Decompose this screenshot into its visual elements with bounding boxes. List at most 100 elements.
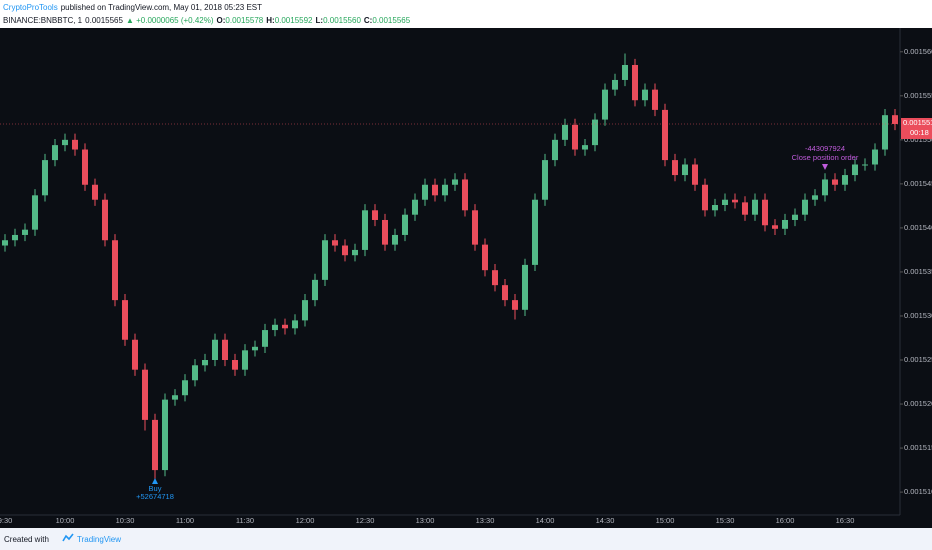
x-tick-label: 11:30	[236, 516, 254, 525]
candle-body	[132, 339, 138, 370]
y-tick-label: 0.0015150	[904, 443, 932, 452]
y-tick-label: 0.0015600	[904, 47, 932, 56]
created-with: Created with	[4, 535, 49, 544]
brand[interactable]: TradingView	[77, 535, 122, 544]
candle-body	[602, 89, 608, 120]
x-tick-label: 10:00	[56, 516, 75, 525]
header: CryptoProTools published on TradingView.c…	[0, 0, 932, 28]
last-price-box	[901, 117, 932, 139]
candle-body	[82, 149, 88, 185]
candle-body	[172, 395, 178, 400]
y-tick-label: 0.0015350	[904, 267, 932, 276]
candle-body	[72, 139, 78, 150]
candle-body	[442, 184, 448, 196]
last: 0.0015565	[85, 16, 123, 25]
candle-body	[342, 245, 348, 256]
x-tick-label: 14:00	[536, 516, 555, 525]
candle-body	[232, 360, 238, 370]
author[interactable]: CryptoProTools	[3, 3, 58, 12]
l-value: 0.0015560	[323, 16, 361, 25]
countdown: 00:18	[910, 128, 929, 137]
candle-body	[882, 115, 888, 150]
candle-body	[492, 270, 498, 286]
x-tick-label: 15:00	[656, 516, 675, 525]
candle-body	[662, 109, 668, 161]
candle-body	[682, 164, 688, 176]
y-tick-label: 0.0015450	[904, 179, 932, 188]
candle-body	[622, 64, 628, 80]
change: ▲ +0.0000065 (+0.42%)	[125, 16, 214, 25]
buy-arrow	[152, 478, 158, 484]
y-tick-label: 0.0015200	[904, 399, 932, 408]
candle-body	[452, 179, 458, 185]
candle-body	[382, 219, 388, 245]
candle-body	[102, 199, 108, 241]
candle-body	[32, 195, 38, 230]
o-label: O:	[216, 16, 226, 25]
candle-body	[42, 160, 48, 196]
symbol: BINANCE:BNBBTC, 1	[3, 16, 83, 25]
candle-body	[472, 210, 478, 245]
candle-body	[712, 205, 718, 211]
tv-logo	[62, 533, 74, 542]
candle-body	[282, 324, 288, 329]
candle-body	[762, 199, 768, 226]
buy-label: Buy	[149, 484, 162, 493]
candle-body	[782, 219, 788, 229]
candle-body	[22, 229, 28, 235]
candle-body	[372, 210, 378, 220]
candle-body	[632, 64, 638, 101]
candle-body	[202, 360, 208, 366]
candle-body	[512, 300, 518, 310]
chart: 0.0015100 0.0015150 0.0015200 0.0015250 0.00…	[0, 28, 932, 528]
candle-body	[192, 365, 198, 381]
candle-body	[392, 234, 398, 245]
candle-body	[532, 199, 538, 265]
candle-body	[702, 184, 708, 211]
y-tick-label: 0.0015400	[904, 223, 932, 232]
candle-body	[242, 350, 248, 370]
candle-body	[722, 199, 728, 206]
last-price-label: 0.0015518	[903, 118, 932, 127]
x-tick-label: 13:00	[416, 516, 435, 525]
candle-body	[872, 149, 878, 165]
candle-body	[162, 399, 168, 471]
x-tick-label: 15:30	[716, 516, 735, 525]
x-tick-label: 12:00	[296, 516, 315, 525]
candle-body	[732, 199, 738, 203]
candle-body	[792, 214, 798, 220]
candle-body	[802, 199, 808, 215]
candle-body	[152, 419, 158, 471]
x-tick-label: 10:30	[116, 516, 135, 525]
l-label: L:	[315, 16, 324, 25]
x-tick-label: 14:30	[596, 516, 615, 525]
x-tick-label: 16:00	[776, 516, 795, 525]
published: published on TradingView.com, May 01, 20…	[60, 3, 262, 12]
candle-body	[852, 164, 858, 176]
candle-body	[652, 89, 658, 110]
x-tick-label: 11:00	[176, 516, 194, 525]
candle-body	[2, 240, 8, 246]
candle-body	[122, 300, 128, 340]
candle-body	[62, 139, 68, 146]
candle-body	[742, 202, 748, 215]
c-value: 0.0015565	[372, 16, 411, 25]
y-tick-label: 0.0015250	[904, 355, 932, 364]
c-label: C:	[363, 16, 373, 25]
candle-body	[822, 179, 828, 196]
close-arrow	[822, 164, 828, 170]
candle-body	[462, 179, 468, 211]
candle-body	[412, 199, 418, 215]
close-label: Close position order	[792, 153, 859, 162]
publish-line: CryptoProTools published on TradingView.c…	[3, 3, 265, 12]
candle-body	[562, 124, 568, 140]
candle-body	[252, 346, 258, 351]
candle-body	[502, 285, 508, 301]
y-tick-label: 0.0015550	[904, 91, 932, 100]
candle-body	[182, 380, 188, 396]
candle-body	[222, 339, 228, 361]
candle-body	[432, 184, 438, 196]
candle-body	[842, 175, 848, 185]
